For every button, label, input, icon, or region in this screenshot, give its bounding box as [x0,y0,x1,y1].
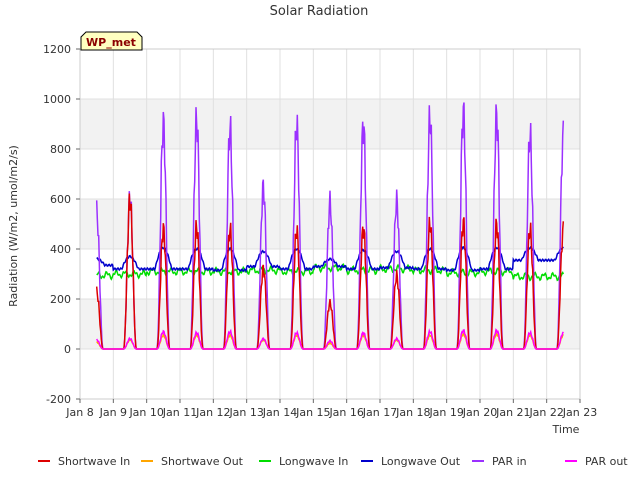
legend-item-par-in: PAR in [472,455,527,468]
series-line-par-out [96,328,564,350]
x-tick-label: Jan 14 [262,406,297,419]
legend-label: Shortwave Out [161,455,244,468]
legend-label: Longwave Out [381,455,461,468]
x-tick-label: Jan 19 [428,406,463,419]
x-tick-label: Jan 8 [65,406,93,419]
series-line-longwave-out [96,245,564,274]
legend-label: PAR in [492,455,527,468]
plot-area [80,49,580,399]
y-tick-label: 400 [50,243,71,256]
x-tick-label: Jan 11 [162,406,197,419]
y-tick-label: 200 [50,293,71,306]
y-tick-label: -200 [46,393,71,406]
chart-title: Solar Radiation [270,4,369,19]
y-tick-label: 1000 [43,93,71,106]
y-tick-label: 1200 [43,43,71,56]
legend-label: PAR out [585,455,628,468]
legend-item-shortwave-in: Shortwave In [38,455,130,468]
x-tick-label: Jan 13 [228,406,263,419]
legend-item-par-out: PAR out [565,455,628,468]
x-tick-label: Jan 21 [495,406,530,419]
plot-border [79,48,581,400]
legend-label: Longwave In [279,455,348,468]
x-tick-label: Jan 10 [128,406,163,419]
y-axis-label: Radiation (W/m2, umol/m2/s) [7,145,20,307]
legend: Shortwave In Shortwave Out Longwave In Long… [38,455,628,468]
x-tick-label: Jan 17 [362,406,397,419]
x-tick-label: Jan 22 [528,406,563,419]
series-lines [95,102,565,350]
plot-band [80,99,580,149]
x-tick-label: Jan 12 [195,406,230,419]
series-line-longwave-in [96,263,564,282]
x-tick-label: Jan 16 [328,406,363,419]
x-tick-label: Jan 18 [395,406,430,419]
legend-item-shortwave-out: Shortwave Out [141,455,244,468]
x-tick-label: Jan 15 [295,406,330,419]
legend-label: Shortwave In [58,455,130,468]
x-tick-label: Jan 20 [462,406,497,419]
x-axis-label: Time [552,423,580,436]
legend-item-longwave-out: Longwave Out [361,455,461,468]
x-tick-label: Jan 23 [562,406,597,419]
y-tick-label: 0 [64,343,71,356]
site-label-badge: WP_met [80,31,143,51]
x-tick-label: Jan 9 [99,406,127,419]
site-label: WP_met [86,36,136,49]
legend-item-longwave-in: Longwave In [259,455,348,468]
y-tick-label: 800 [50,143,71,156]
y-tick-label: 600 [50,193,71,206]
